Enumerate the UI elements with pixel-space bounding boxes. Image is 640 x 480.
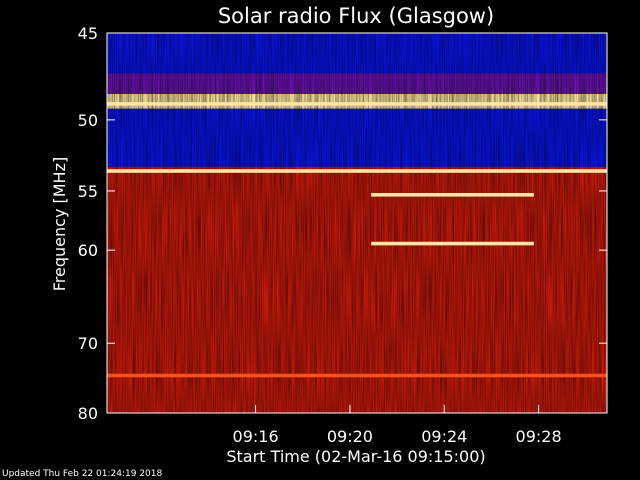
y-tick-label: 45 [78,24,98,43]
emission-line-3 [371,241,534,246]
emission-line-4 [107,373,607,378]
x-tick-label: 09:24 [421,427,467,446]
y-tick-label: 70 [78,334,98,353]
emission-line-1 [107,169,607,173]
y-axis-label: Frequency [MHz] [50,157,69,291]
x-axis-label: Start Time (02-Mar-16 09:15:00) [226,447,485,466]
x-tick-label: 09:16 [233,427,279,446]
y-tick-label: 55 [78,182,98,201]
y-tick-label: 60 [78,241,98,260]
plot-frame [106,32,608,414]
emission-line-0 [107,102,607,106]
y-tick-label: 50 [78,111,98,130]
y-tick-label: 80 [78,404,98,423]
emission-line-2 [371,192,534,197]
updated-timestamp: Updated Thu Feb 22 01:24:19 2018 [2,469,163,479]
x-tick-label: 09:20 [327,427,373,446]
y-axis: 45 50 55 60 70 80 [78,24,607,423]
plot-area [106,32,608,414]
x-tick-label: 09:28 [516,427,562,446]
chart-title: Solar radio Flux (Glasgow) [218,4,494,28]
noise-texture [107,33,607,413]
x-axis: 09:16 09:20 09:24 09:28 [233,405,562,446]
